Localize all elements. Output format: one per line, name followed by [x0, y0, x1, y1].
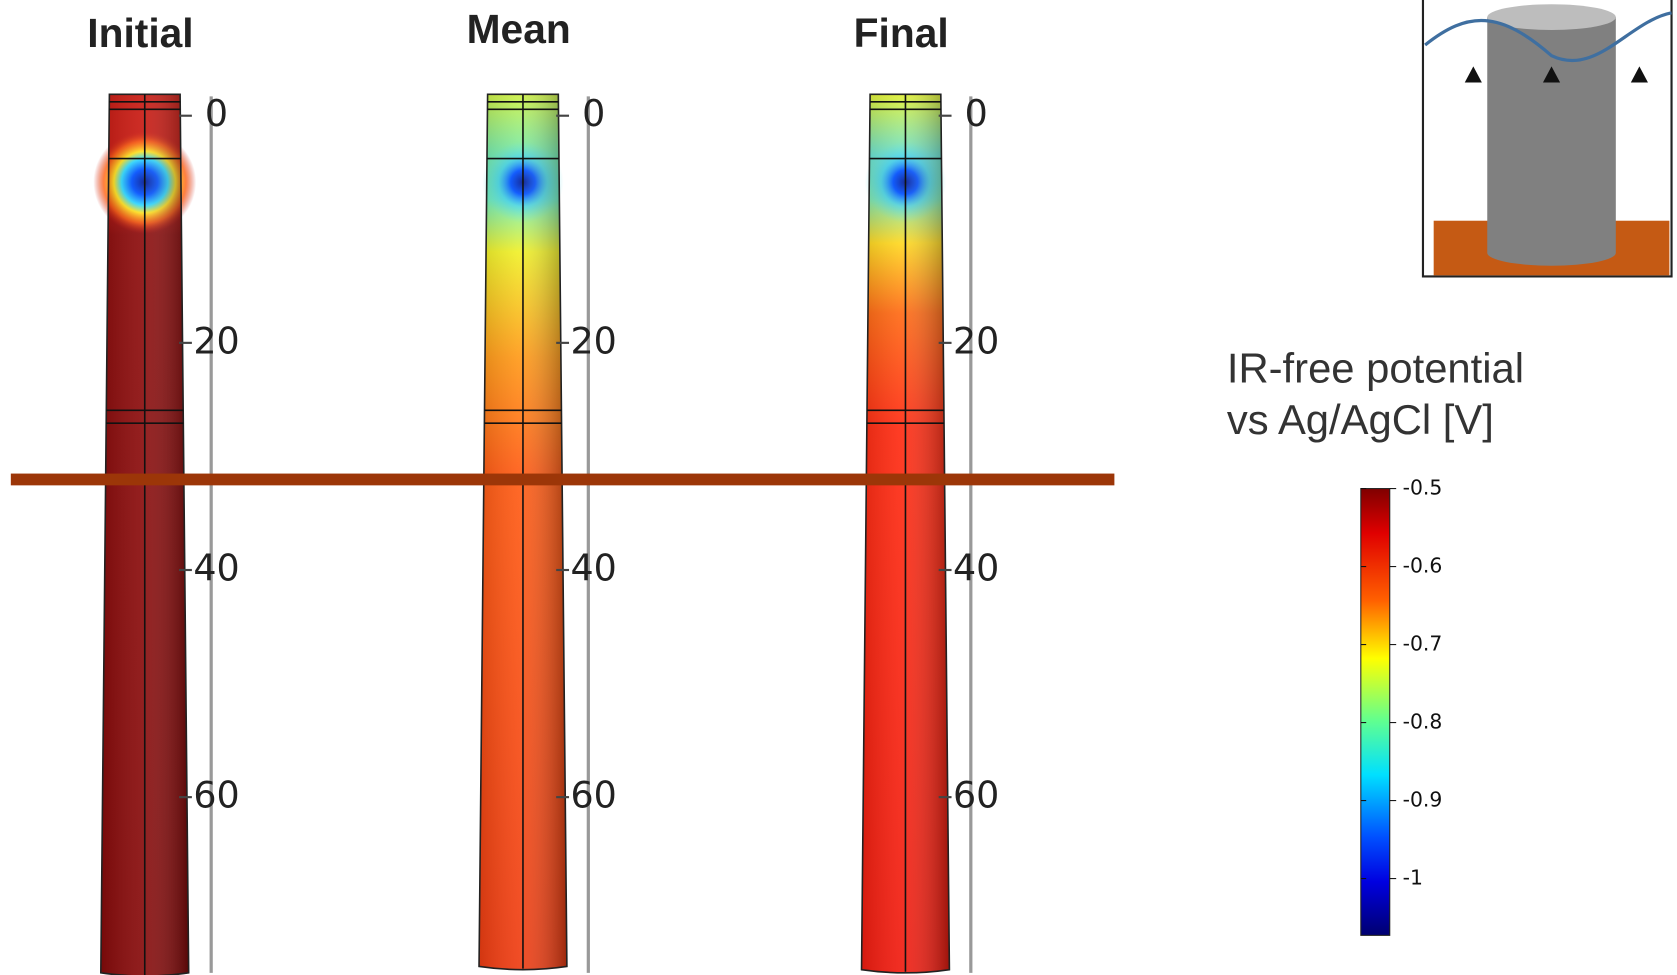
depth-tick-label: 0 [582, 92, 605, 135]
depth-tick-label: 0 [965, 92, 988, 135]
depth-tick-label: 20 [193, 319, 239, 362]
colorbar-tick-label: -0.9 [1403, 788, 1443, 812]
panel: Final 0 20 40 60 [854, 10, 1000, 973]
depth-tick-label: 60 [953, 774, 999, 817]
colorbar-tick-label: -0.7 [1403, 632, 1443, 656]
figure: Initial 0 20 40 60 Mean 0 20 40 60 Final 0 20 40 60 IR… [0, 0, 1677, 975]
depth-tick-label: 40 [193, 547, 239, 590]
colorbar-tick-label: -0.5 [1403, 476, 1443, 500]
colorbar [1361, 489, 1390, 936]
panel-title: Final [854, 10, 949, 56]
depth-tick-label: 60 [193, 774, 239, 817]
panels: Initial 0 20 40 60 Mean 0 20 40 60 Final 0 20 40 60 [87, 6, 999, 975]
depth-tick-label: 0 [205, 92, 228, 135]
depth-tick-label: 40 [953, 547, 999, 590]
panel-title: Mean [467, 6, 571, 52]
inset [1423, 0, 1672, 276]
legend-title: vs Ag/AgCl [V] [1227, 396, 1494, 443]
panel-title: Initial [87, 10, 193, 56]
panel: Initial 0 20 40 60 [87, 10, 239, 975]
colorbar-tick-label: -0.8 [1403, 710, 1443, 734]
colorbar-tick-label: -0.6 [1403, 554, 1443, 578]
depth-tick-label: 60 [571, 774, 617, 817]
water-line [11, 474, 1115, 486]
panel: Mean 0 20 40 60 [467, 6, 617, 973]
depth-tick-label: 20 [571, 319, 617, 362]
depth-tick-label: 40 [571, 547, 617, 590]
depth-tick-label: 20 [953, 319, 999, 362]
legend-title: IR-free potential [1227, 345, 1524, 392]
colorbar-tick-label: -1 [1403, 866, 1423, 890]
